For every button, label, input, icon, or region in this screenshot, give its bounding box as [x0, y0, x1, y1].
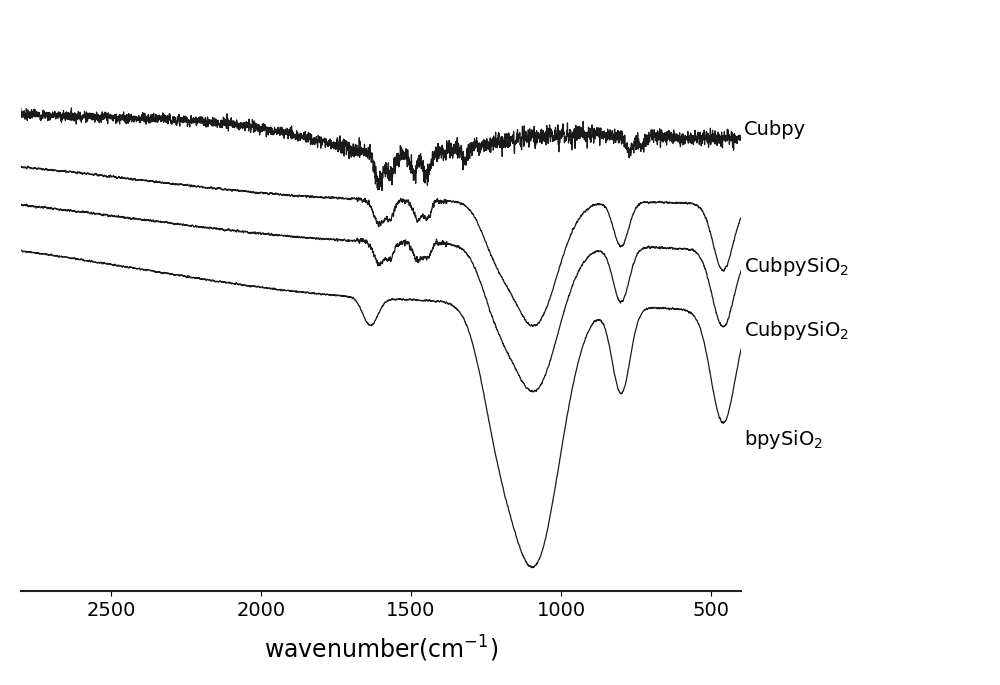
Text: bpySiO$_2$: bpySiO$_2$	[744, 428, 823, 451]
Text: CubpySiO$_2$: CubpySiO$_2$	[744, 255, 849, 278]
Text: CubpySiO$_2$: CubpySiO$_2$	[744, 319, 849, 342]
Text: Cubpy: Cubpy	[744, 121, 806, 140]
X-axis label: wavenumber(cm$^{-1}$): wavenumber(cm$^{-1}$)	[264, 634, 498, 664]
